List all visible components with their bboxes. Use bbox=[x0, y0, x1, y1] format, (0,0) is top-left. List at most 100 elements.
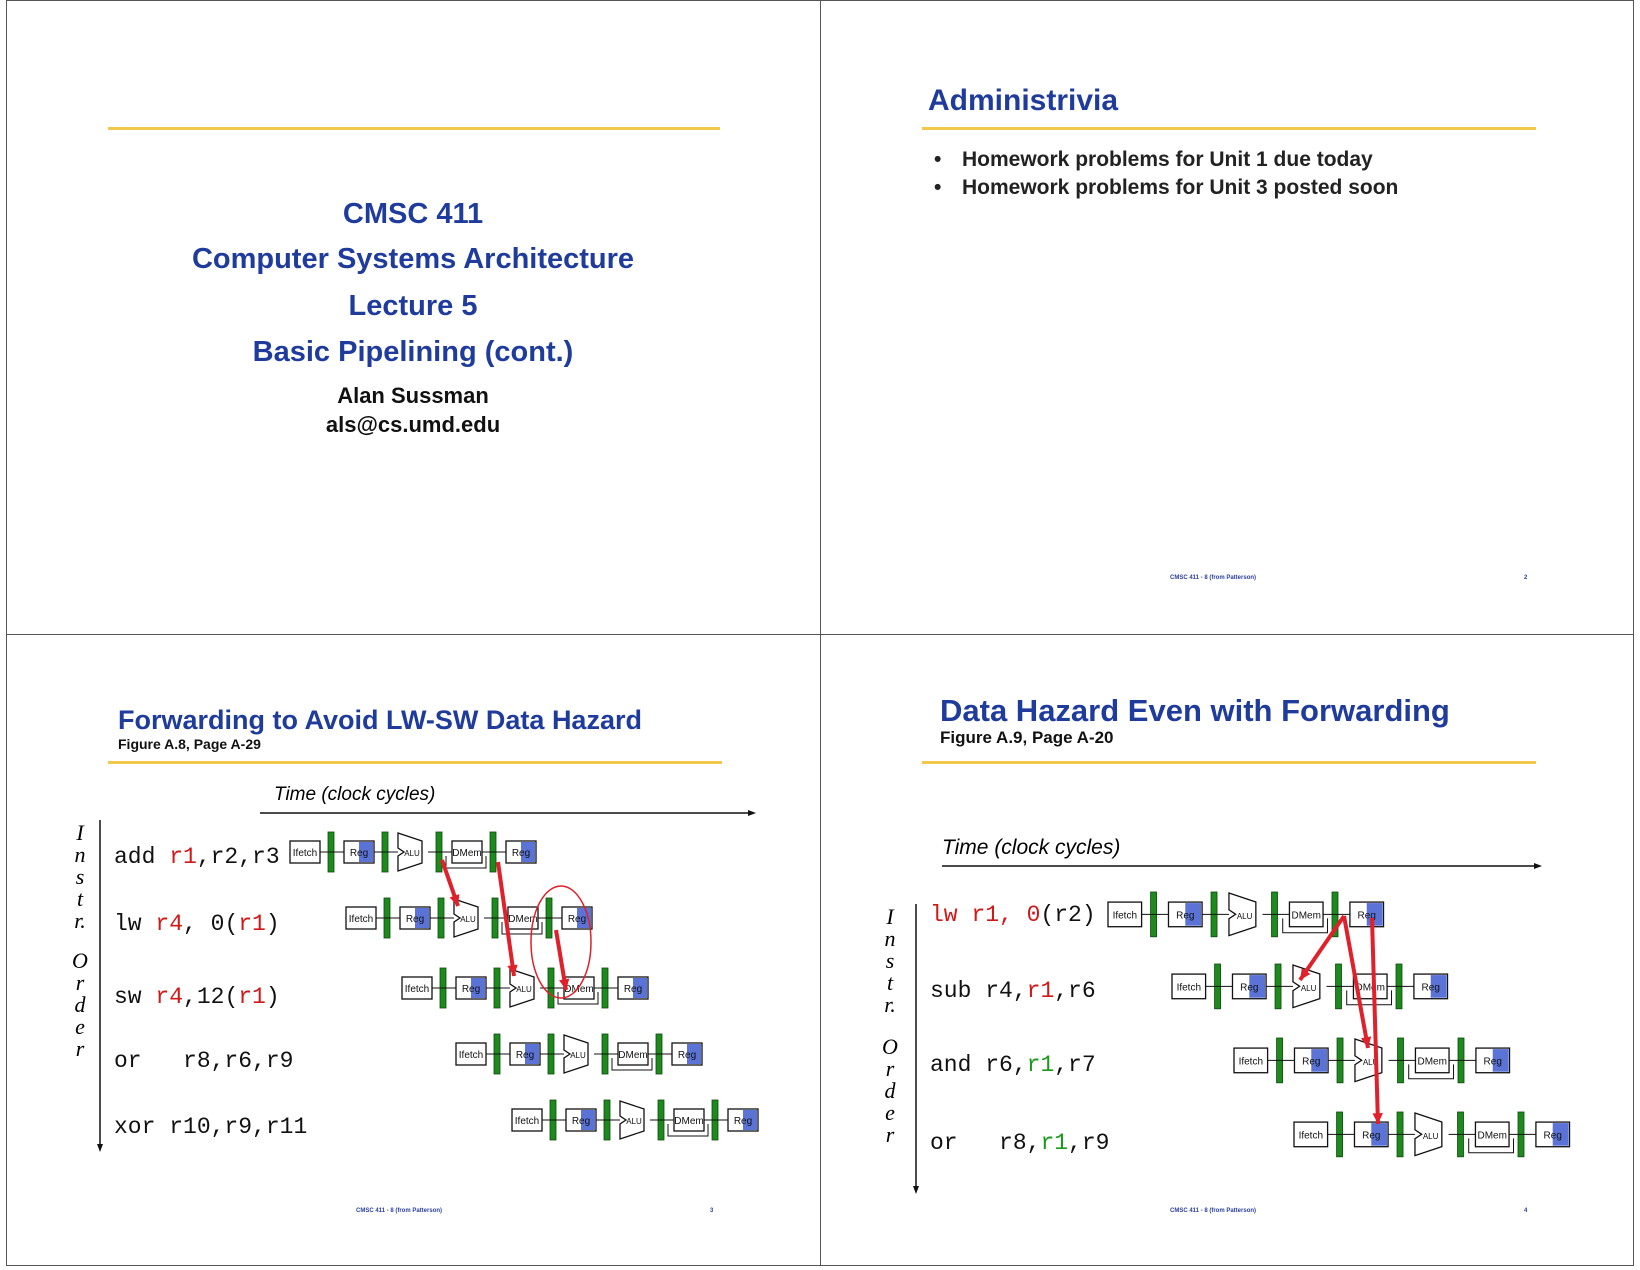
bullet-text: Homework problems for Unit 1 due today bbox=[962, 148, 1373, 171]
reg-write-stage-label: Reg bbox=[512, 848, 530, 859]
dmem-stage-label: DMem bbox=[1478, 1130, 1507, 1141]
reg-write-stage-half bbox=[1430, 975, 1447, 998]
alu-symbol bbox=[1414, 1112, 1443, 1157]
alu-label: ALU bbox=[1301, 984, 1317, 993]
bypass-wire bbox=[1408, 1064, 1455, 1080]
dmem-stage-label: DMem bbox=[1356, 982, 1385, 993]
ifetch-stage-label: Ifetch bbox=[1239, 1056, 1263, 1067]
reg-write-stage-label: Reg bbox=[678, 1050, 696, 1061]
alu-symbol bbox=[509, 968, 535, 1008]
forwarding-arrowhead bbox=[1360, 1036, 1372, 1048]
vertical-divider bbox=[820, 0, 821, 1266]
instruction-row: sub r4,r1,r6 bbox=[930, 978, 1096, 1004]
ifetch-stage bbox=[1293, 1121, 1329, 1148]
alu-label: ALU bbox=[1363, 1058, 1379, 1067]
forwarding-arrowhead bbox=[1372, 1113, 1383, 1124]
reg-read-stage-half bbox=[1371, 1123, 1388, 1146]
instruction-row: lw r4, 0(r1) bbox=[114, 911, 280, 937]
instruction-row: and r6,r1,r7 bbox=[930, 1052, 1096, 1078]
ifetch-stage-label: Ifetch bbox=[349, 914, 373, 925]
dmem-stage bbox=[1288, 901, 1324, 928]
course-subtitle: Computer Systems Architecture bbox=[191, 243, 635, 275]
figure-caption: Figure A.8, Page A-29 bbox=[118, 736, 261, 752]
time-axis-label: Time (clock cycles) bbox=[942, 836, 1121, 859]
bypass-wire bbox=[445, 856, 487, 869]
time-axis-label: Time (clock cycles) bbox=[274, 784, 436, 805]
reg-read-stage-half bbox=[359, 842, 373, 862]
forwarding-arrow bbox=[496, 861, 516, 977]
alu-symbol bbox=[619, 1100, 645, 1140]
reg-read-stage-half bbox=[1249, 975, 1266, 998]
bypass-wire bbox=[501, 922, 543, 935]
bypass-wire bbox=[667, 1124, 709, 1137]
reg-read-stage-label: Reg bbox=[1302, 1056, 1320, 1067]
alu-symbol bbox=[397, 832, 423, 872]
dmem-stage-label: DMem bbox=[508, 914, 537, 925]
reg-read-stage-half bbox=[415, 908, 429, 928]
ifetch-stage-label: Ifetch bbox=[293, 848, 317, 859]
title-rule bbox=[108, 761, 722, 764]
ifetch-stage-label: Ifetch bbox=[405, 984, 429, 995]
reg-read-stage-label: Reg bbox=[462, 984, 480, 995]
lecture-number: Lecture 5 bbox=[348, 290, 478, 322]
instruction-row: sw r4,12(r1) bbox=[114, 984, 280, 1010]
dmem-stage-label: DMem bbox=[452, 848, 481, 859]
ifetch-stage-label: Ifetch bbox=[515, 1116, 539, 1127]
dmem-stage-label: DMem bbox=[1292, 910, 1321, 921]
bullet-text: Homework problems for Unit 3 posted soon bbox=[962, 176, 1399, 199]
author-name: Alan Sussman bbox=[337, 383, 489, 408]
ifetch-stage-label: Ifetch bbox=[1113, 910, 1137, 921]
slide-footer: CMSC 411 - 8 (from Patterson) bbox=[356, 1208, 443, 1214]
reg-write-stage-half bbox=[633, 978, 647, 998]
dmem-stage-label: DMem bbox=[674, 1116, 703, 1127]
forwarding-arrow bbox=[1342, 915, 1370, 1049]
instruction-row: lw r1, 0(r2) bbox=[930, 902, 1096, 928]
reg-read-stage-half bbox=[1185, 903, 1202, 926]
author-email[interactable]: als@cs.umd.edu bbox=[325, 412, 501, 437]
bypass-wire bbox=[1282, 918, 1329, 934]
reg-write-stage-label: Reg bbox=[1544, 1130, 1562, 1141]
alu-label: ALU bbox=[570, 1051, 586, 1060]
dmem-stage-label: DMem bbox=[564, 984, 593, 995]
reg-write-stage-label: Reg bbox=[624, 984, 642, 995]
reg-write-stage-half bbox=[1552, 1123, 1569, 1146]
reg-write-stage-label: Reg bbox=[1422, 982, 1440, 993]
forwarding-arrow bbox=[1370, 917, 1380, 1125]
title-rule bbox=[922, 761, 1536, 764]
alu-symbol bbox=[563, 1034, 589, 1074]
lecture-topic: Basic Pipelining (cont.) bbox=[252, 336, 574, 368]
ifetch-stage-label: Ifetch bbox=[459, 1050, 483, 1061]
horizontal-divider bbox=[6, 634, 1634, 635]
alu-symbol bbox=[1228, 892, 1257, 937]
reg-read-stage-label: Reg bbox=[516, 1050, 534, 1061]
alu-label: ALU bbox=[1423, 1132, 1439, 1141]
reg-write-stage-half bbox=[1492, 1049, 1509, 1072]
alu-label: ALU bbox=[1237, 912, 1253, 921]
reg-write-stage-half bbox=[687, 1044, 701, 1064]
ifetch-stage-label: Ifetch bbox=[1299, 1130, 1323, 1141]
reg-read-stage-half bbox=[581, 1110, 595, 1130]
forwarding-arrowhead bbox=[449, 894, 460, 906]
hazard-highlight-circle bbox=[530, 885, 592, 999]
reg-read-stage-label: Reg bbox=[572, 1116, 590, 1127]
reg-read-stage-half bbox=[471, 978, 485, 998]
bypass-wire bbox=[611, 1058, 653, 1071]
reg-read-stage-half bbox=[525, 1044, 539, 1064]
forwarding-arrowhead bbox=[507, 964, 518, 976]
reg-read-stage-half bbox=[1311, 1049, 1328, 1072]
reg-read-stage-label: Reg bbox=[406, 914, 424, 925]
slide-title: Data Hazard Even with Forwarding bbox=[940, 693, 1450, 728]
reg-read-stage-label: Reg bbox=[1240, 982, 1258, 993]
bypass-wire bbox=[1346, 990, 1393, 1006]
time-axis-arrowhead bbox=[748, 810, 756, 816]
title-rule bbox=[108, 127, 720, 130]
reg-write-stage-label: Reg bbox=[734, 1116, 752, 1127]
ifetch-stage bbox=[1233, 1047, 1269, 1074]
reg-write-stage-label: Reg bbox=[568, 914, 586, 925]
alu-label: ALU bbox=[626, 1117, 642, 1126]
reg-write-stage-label: Reg bbox=[1358, 910, 1376, 921]
order-axis-arrowhead bbox=[97, 1144, 103, 1152]
